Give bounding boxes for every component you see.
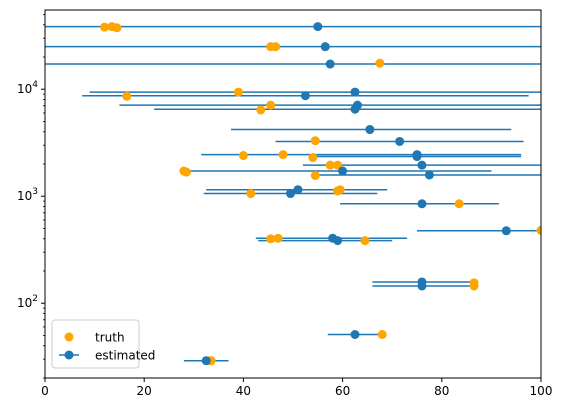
point-estimated-22 [350,330,360,340]
point-truth-12 [238,151,248,161]
point-estimated-17 [501,226,511,236]
point-truth-8 [266,100,276,110]
point-estimated-10 [412,152,422,162]
point-truth-4 [271,42,281,52]
point-truth-6 [122,91,132,101]
point-estimated-0 [313,22,323,32]
point-estimated-4 [300,91,310,101]
point-truth-7 [233,87,243,97]
point-truth-13 [278,150,288,160]
x-tick-label-2: 40 [236,384,251,398]
point-estimated-6 [350,104,360,114]
plot-area [45,22,541,366]
point-truth-25 [273,233,283,243]
point-truth-21 [333,186,343,196]
legend-box [51,319,140,369]
legend-truth-marker [64,332,74,342]
legend-estimated-label: estimated [95,349,155,363]
point-truth-27 [536,225,541,235]
point-estimated-13 [424,170,434,180]
y-tick-label-0: 102 [17,294,38,310]
point-estimated-12 [338,166,348,176]
x-tick-label-4: 80 [434,384,449,398]
x-tick-label-1: 20 [137,384,152,398]
plot-frame [44,9,542,379]
point-truth-30 [377,330,387,340]
point-truth-22 [246,189,256,199]
point-truth-19 [310,171,320,181]
point-truth-18 [181,167,191,177]
point-truth-11 [310,136,320,146]
point-truth-2 [112,23,122,33]
point-estimated-3 [350,87,360,97]
point-truth-0 [100,22,110,32]
point-truth-9 [256,105,266,115]
point-truth-14 [308,153,318,163]
data-layer [45,22,541,366]
point-estimated-1 [320,42,330,52]
point-estimated-15 [286,189,296,199]
x-tick-label-0: 0 [41,384,49,398]
point-estimated-8 [395,136,405,146]
legend-estimated-marker [64,350,74,360]
x-tick-label-3: 60 [335,384,350,398]
legend-truth-label: truth [95,331,125,345]
y-tick-label-2: 104 [17,80,38,96]
point-estimated-16 [417,199,427,209]
point-estimated-21 [417,281,427,291]
x-tick-label-5: 100 [530,384,553,398]
point-truth-29 [469,281,479,291]
point-truth-23 [454,199,464,209]
point-estimated-14 [293,185,303,195]
point-truth-5 [375,58,385,68]
point-estimated-7 [365,125,375,135]
point-truth-24 [266,234,276,244]
point-truth-15 [325,160,335,170]
point-estimated-11 [417,160,427,170]
legend: truth estimated [51,319,155,369]
point-estimated-23 [201,356,211,366]
point-estimated-19 [333,236,343,246]
y-tick-label-1: 103 [17,187,38,203]
point-estimated-2 [325,59,335,69]
point-truth-26 [360,236,370,246]
